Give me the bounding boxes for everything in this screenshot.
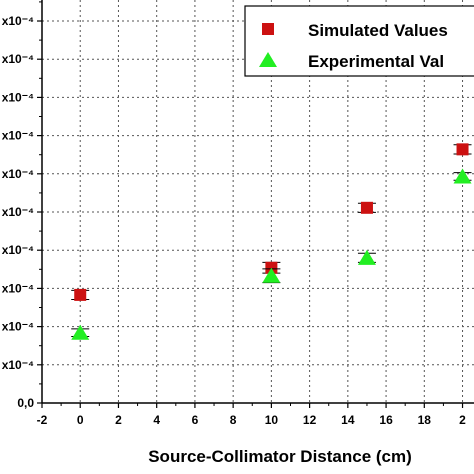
x-tick-label: 18 [418,413,432,427]
y-tick-label: x10⁻⁴ [2,320,34,334]
x-tick-label: 2 [459,413,466,427]
x-tick-labels: -2 0 2 4 6 8 10 12 14 16 18 2 [37,413,467,427]
legend-marker-experimental [259,52,277,67]
y-tick-label: x10⁻⁴ [2,167,34,181]
grid-lines [42,0,474,403]
legend-marker-simulated [262,23,274,35]
legend: Simulated Values Experimental Val [244,5,474,77]
legend-box [244,5,474,77]
square-marker [456,143,469,156]
square-marker [74,288,87,301]
y-tick-labels: 0,0 x10⁻⁴ x10⁻⁴ x10⁻⁴ x10⁻⁴ x10⁻⁴ x10⁻⁴ x10⁻⁴ x1… [2,14,35,410]
data-point-simulated [357,201,376,214]
x-tick-label: 4 [153,413,160,427]
triangle-marker [453,168,472,184]
y-tick-label: x10⁻⁴ [2,90,34,104]
x-axis-label: Source-Collimator Distance (cm) [148,447,412,466]
x-tick-label: 10 [265,413,279,427]
square-marker [360,201,373,214]
triangle-marker [357,249,376,265]
data-point-experimental [262,267,281,284]
x-tick-label: 14 [341,413,355,427]
x-tick-label: 0 [77,413,84,427]
x-tick-label: 12 [303,413,317,427]
x-tick-label: 16 [379,413,393,427]
x-tick-label: 6 [192,413,199,427]
data-points [71,143,472,340]
x-tick-label: 2 [115,413,122,427]
data-point-experimental [71,324,90,340]
y-tick-label: x10⁻⁴ [2,129,34,143]
legend-label-experimental: Experimental Val [308,52,444,71]
data-point-experimental [357,249,376,265]
data-point-experimental [453,168,472,184]
triangle-marker [262,267,281,283]
legend-label-simulated: Simulated Values [308,21,448,40]
x-tick-label: -2 [37,413,48,427]
y-tick-label: x10⁻⁴ [2,52,34,66]
data-point-simulated [453,143,472,156]
y-tick-label: x10⁻⁴ [2,14,34,28]
y-tick-label: x10⁻⁴ [2,281,34,295]
square-marker [265,261,278,274]
triangle-marker [71,324,90,340]
y-tick-label: x10⁻⁴ [2,243,34,257]
y-tick-label: x10⁻⁴ [2,205,34,219]
y-tick-label: 0,0 [17,396,34,410]
data-point-simulated [71,288,90,301]
y-tick-label: x10⁻⁴ [2,358,34,372]
axes [37,0,474,408]
x-tick-label: 8 [230,413,237,427]
